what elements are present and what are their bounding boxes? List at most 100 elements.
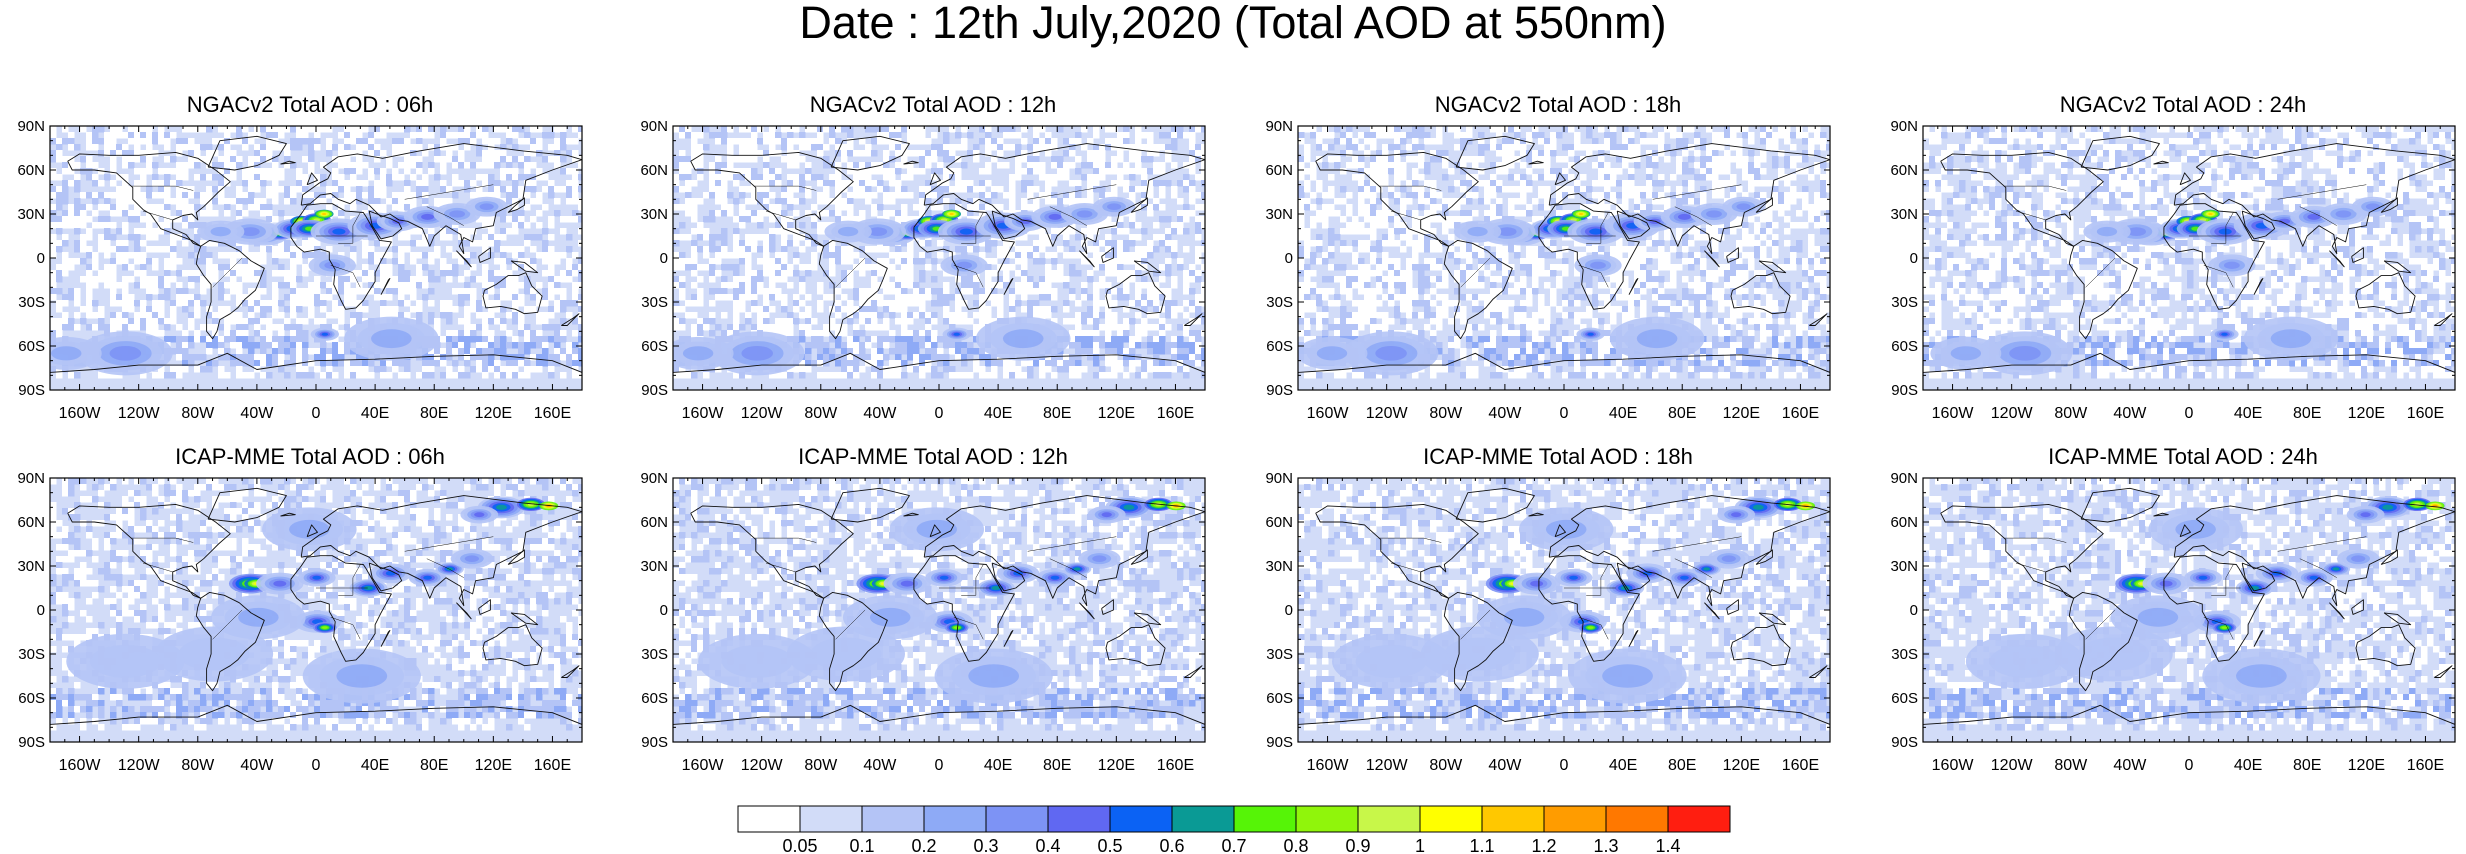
lon-tick-label: 120W [1366,405,1409,422]
colorbar-swatch [1605,805,1669,833]
lat-tick-label: 60N [17,514,45,531]
lon-tick-label: 80E [1668,405,1696,422]
lat-tick-label: 30N [1265,206,1293,223]
lon-tick-label: 120E [1098,757,1135,774]
map-panel: ICAP-MME Total AOD : 12h 90N 60N 30N 0 30S 60S… [623,444,1243,804]
panel-title: NGACv2 Total AOD : 18h [1434,92,1682,117]
map-plot: 90N 60N 30N 0 30S 60S 90S 160W 120W 80W 40W 0 40E 80E… [1265,118,1831,422]
lat-tick-label: 90N [1890,470,1918,487]
coastlines [1923,135,2455,390]
lat-tick-label: 30S [1266,646,1293,663]
lon-tick-label: 40W [863,757,897,774]
lat-tick-label: 30N [640,558,668,575]
lon-tick-label: 120W [741,405,784,422]
lat-tick-label: 60S [641,338,668,355]
lon-tick-label: 160E [534,757,571,774]
lon-tick-label: 0 [1560,405,1569,422]
colorbar-label: 1.1 [1469,836,1494,854]
colorbar-label: 0.05 [782,836,817,854]
lon-tick-label: 160W [682,757,725,774]
lon-tick-label: 160E [1782,757,1819,774]
lat-tick-label: 60N [1890,162,1918,179]
lon-tick-label: 120E [2348,757,2385,774]
lat-tick-label: 0 [37,250,45,267]
lon-tick-label: 120E [2348,405,2385,422]
aod-field [673,126,1205,390]
panel-title: ICAP-MME Total AOD : 06h [175,444,445,469]
main-title: Date : 12th July,2020 (Total AOD at 550n… [799,0,1667,48]
lat-tick-label: 30S [1266,294,1293,311]
colorbar-swatch [861,805,925,833]
colorbar-swatch [1233,805,1297,833]
lon-tick-label: 80E [2293,757,2321,774]
colorbar-label: 0.7 [1221,836,1246,854]
lon-tick-label: 160E [534,405,571,422]
lat-tick-label: 90N [1890,118,1918,135]
lon-tick-label: 120E [1723,757,1760,774]
lat-tick-label: 0 [660,250,668,267]
lon-tick-label: 0 [935,757,944,774]
map-plot: 90N 60N 30N 0 30S 60S 90S 160W 120W 80W 40W 0 40E 80E… [1890,470,2456,774]
colorbar-swatch [1171,805,1235,833]
lon-tick-label: 40W [240,405,274,422]
map-plot: 90N 60N 30N 0 30S 60S 90S 160W 120W 80W 40W 0 40E 80E… [640,118,1206,422]
lat-tick-label: 60N [640,514,668,531]
colorbar-label: 0.9 [1345,836,1370,854]
colorbar-label: 0.5 [1097,836,1122,854]
lat-tick-label: 60S [1266,690,1293,707]
lon-tick-label: 0 [2185,405,2194,422]
aod-field [1298,126,1830,390]
coastlines [1923,487,2455,742]
map-plot: 90N 60N 30N 0 30S 60S 90S 160W 120W 80W 40W 0 40E 80E… [640,470,1206,774]
lon-tick-label: 80E [420,757,448,774]
lat-tick-label: 0 [1285,602,1293,619]
lon-tick-label: 80E [420,405,448,422]
lon-tick-label: 160W [1932,405,1975,422]
lon-tick-label: 80W [1429,757,1463,774]
lon-tick-label: 160E [2407,405,2444,422]
lat-tick-label: 30N [17,558,45,575]
lat-tick-label: 90N [640,470,668,487]
colorbar-swatch [985,805,1049,833]
lon-tick-label: 120E [475,405,512,422]
lat-tick-label: 90S [1266,382,1293,399]
lon-tick-label: 40W [2113,757,2147,774]
lat-tick-label: 60N [1265,514,1293,531]
lat-tick-label: 90N [1265,118,1293,135]
lat-tick-label: 60N [1265,162,1293,179]
lon-tick-label: 40W [2113,405,2147,422]
lon-tick-label: 160W [1932,757,1975,774]
panel-title: NGACv2 Total AOD : 12h [809,92,1057,117]
lat-tick-label: 30S [1891,294,1918,311]
aod-field [50,478,582,742]
lon-tick-label: 80E [1043,405,1071,422]
map-panel: NGACv2 Total AOD : 18h 90N 60N 30N 0 30S 60S 90… [1248,92,1868,452]
lon-tick-label: 80W [2054,405,2088,422]
lat-tick-label: 30S [18,646,45,663]
lon-tick-label: 120W [118,757,161,774]
colorbar-swatch [1481,805,1545,833]
map-panel: NGACv2 Total AOD : 12h 90N 60N 30N 0 30S 60S 90… [623,92,1243,452]
colorbar-label: 0.6 [1159,836,1184,854]
lon-tick-label: 0 [2185,757,2194,774]
lon-tick-label: 120E [1098,405,1135,422]
lat-tick-label: 60S [641,690,668,707]
aod-field [1923,126,2455,390]
map-plot: 90N 60N 30N 0 30S 60S 90S 160W 120W 80W 40W 0 40E 80E… [1890,118,2456,422]
lon-tick-label: 120W [1991,757,2034,774]
lon-tick-label: 80W [181,405,215,422]
lon-tick-label: 40W [240,757,274,774]
lon-tick-label: 120W [741,757,784,774]
lon-tick-label: 40W [863,405,897,422]
lat-tick-label: 60N [17,162,45,179]
colorbar-swatch [737,805,801,833]
lon-tick-label: 40E [361,757,389,774]
lon-tick-label: 80E [1668,757,1696,774]
lon-tick-label: 40W [1488,405,1522,422]
lon-tick-label: 40E [2234,405,2262,422]
aod-field [1298,478,1830,742]
lon-tick-label: 40W [1488,757,1522,774]
coastlines [1298,135,1830,390]
lon-tick-label: 160E [1157,405,1194,422]
lat-tick-label: 90S [1266,734,1293,751]
